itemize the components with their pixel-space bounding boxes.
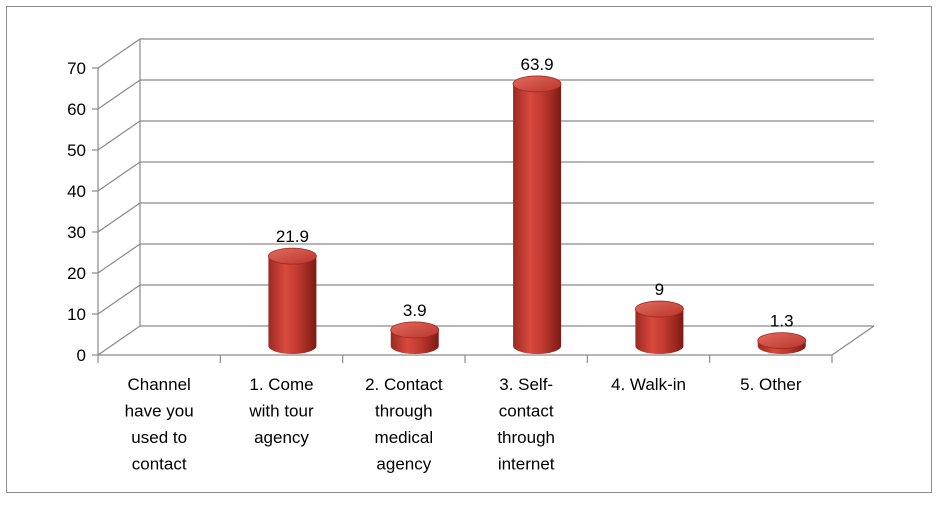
bar-top (267, 247, 317, 265)
bar (390, 321, 440, 354)
data-label: 21.9 (276, 227, 309, 246)
data-label: 1.3 (770, 312, 794, 331)
x-tick-label: 5. Other (740, 375, 802, 394)
bar-top (757, 332, 807, 350)
gridline-side (97, 79, 141, 110)
x-tick-label: 4. Walk-in (611, 375, 686, 394)
gridline-side (97, 161, 141, 192)
x-tick-label: Channel have you used to contact (125, 375, 194, 474)
bar-top (512, 75, 562, 93)
y-tick-label: 40 (67, 182, 86, 201)
chart-frame (6, 6, 932, 493)
bar-top (635, 300, 684, 318)
data-label: 3.9 (403, 301, 427, 320)
y-tick-label: 30 (67, 223, 86, 242)
x-tick-label: 2. Contact through medical agency (365, 375, 443, 474)
y-tick-label: 60 (67, 100, 86, 119)
x-tick-label: 3. Self-contact through internet (497, 375, 555, 474)
data-label: 9 (655, 280, 664, 299)
gridline-side (97, 284, 141, 315)
bar-body (635, 309, 684, 354)
floor-edge (831, 325, 875, 356)
y-tick-label: 70 (67, 59, 86, 78)
bar-body (513, 83, 562, 354)
gridline-side (97, 243, 141, 274)
bar (267, 247, 317, 354)
y-tick-label: 10 (67, 305, 86, 324)
labels: 0 10 20 30 40 50 60 70 Channel have you used to con… (67, 55, 802, 474)
bars (267, 75, 807, 354)
gridline-side (97, 38, 141, 69)
data-label: 63.9 (521, 55, 554, 74)
x-tick-label: 1. Come with tour agency (248, 375, 314, 447)
y-tick-label: 0 (77, 346, 86, 365)
bar (512, 75, 562, 354)
y-tick-label: 20 (67, 264, 86, 283)
gridline-side (97, 120, 141, 151)
axes (92, 67, 875, 363)
gridline-side (97, 325, 141, 356)
gridline-side (97, 202, 141, 233)
bar-body (268, 256, 317, 354)
bar (635, 300, 684, 354)
y-tick-label: 50 (67, 141, 86, 160)
gridlines (97, 38, 874, 356)
bar-top (390, 321, 440, 339)
bar (757, 332, 807, 354)
